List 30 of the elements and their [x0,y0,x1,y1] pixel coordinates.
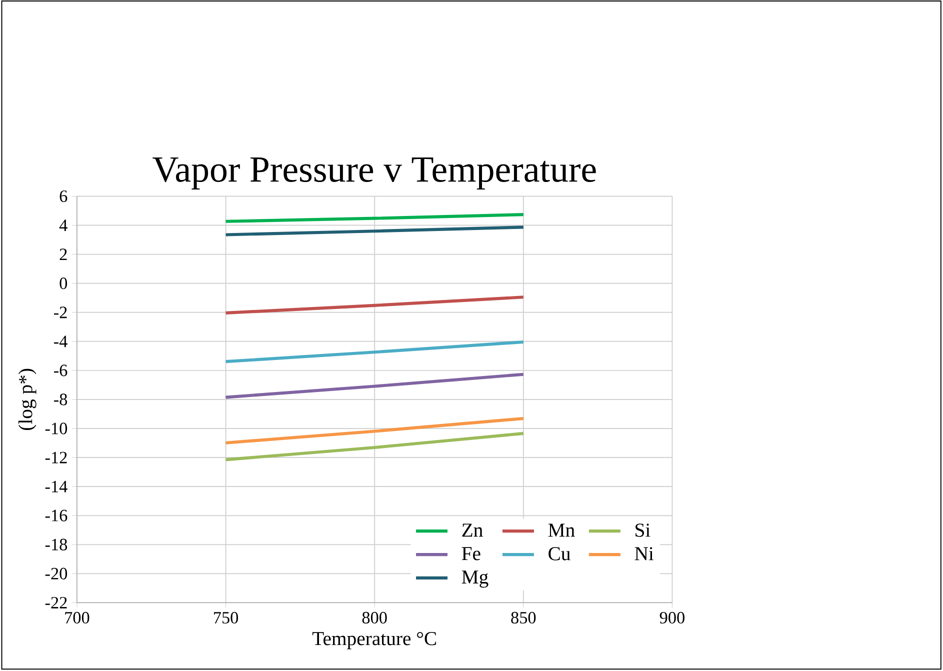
y-tick-label: 4 [59,220,68,232]
y-tick-label: -14 [45,480,68,492]
y-tick-label: -20 [45,568,68,580]
chart-title: Vapor Pressure v Temperature [152,158,596,190]
x-axis-title: Temperature °C [312,632,436,650]
x-tick-label: 750 [214,612,238,624]
y-tick-label: -10 [45,422,68,434]
legend-label: Zn [462,524,483,537]
y-tick-label: 0 [60,278,68,290]
legend-label: Si [636,524,650,537]
legend-label: Fe [462,547,480,560]
y-tick-label: 2 [60,248,67,260]
y-tick-label: 6 [60,190,68,202]
y-tick-label: -12 [45,452,67,464]
legend-label: Mn [548,524,575,537]
legend-label: Mg [462,570,488,588]
y-tick-label: -16 [45,510,68,522]
x-tick-label: 800 [362,612,387,624]
y-tick-label: -4 [54,336,68,348]
y-tick-label: -2 [54,306,67,318]
legend-label: Cu [548,547,570,560]
y-tick-label: -18 [45,538,68,550]
y-tick-label: -6 [54,364,68,376]
x-tick-label: 700 [65,612,90,624]
y-axis-title: (log p*) [18,368,36,430]
y-tick-label: -22 [45,597,67,608]
y-tick-label: -8 [54,394,68,406]
x-tick-label: 850 [511,612,536,624]
legend-label: Ni [634,547,654,560]
x-tick-label: 900 [660,612,684,624]
